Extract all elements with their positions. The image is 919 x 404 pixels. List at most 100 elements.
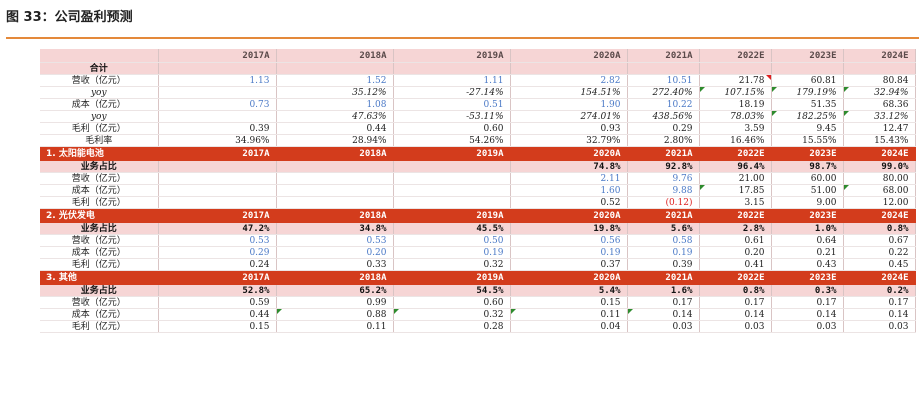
column-header: 2020A: [510, 270, 628, 285]
table-cell: 0.17: [699, 296, 772, 309]
table-cell: 9.76: [627, 172, 700, 185]
figure-title: 图 33：公司盈利预测: [6, 10, 133, 25]
table-row: 毛利（亿元） 0.15 0.11 0.28 0.04 0.03 0.03 0.03 0.03: [40, 320, 916, 333]
profit-forecast-table: 2017A 2018A 2019A 2020A 2021A 2022E 2023E 2024E…: [40, 49, 916, 333]
column-header: 2021A: [627, 49, 700, 63]
column-header: 2021A: [627, 146, 700, 161]
header-blank: [40, 49, 159, 63]
share-cell: 54.5%: [393, 284, 511, 297]
table-cell: 0.64: [771, 234, 844, 247]
table-cell: [276, 172, 394, 185]
table-cell: [393, 172, 511, 185]
table-row: 毛利（亿元） 0.52 (0.12) 3.15 9.00 12.00: [40, 196, 916, 209]
segment-title: 2. 光伏发电: [40, 208, 159, 223]
share-cell: 52.8%: [158, 284, 277, 297]
table-cell: 51.00: [771, 184, 844, 197]
table-cell: 0.03: [699, 320, 772, 333]
row-label: 成本（亿元）: [40, 98, 159, 111]
table-cell: 18.19: [699, 98, 772, 111]
share-label: 业务占比: [40, 160, 159, 173]
table-cell: 32.94%: [843, 86, 916, 99]
table-row: 成本（亿元） 0.73 1.08 0.51 1.90 10.22 18.19 51.35 68.…: [40, 98, 916, 111]
share-cell: 0.8%: [843, 222, 916, 235]
row-label: 成本（亿元）: [40, 246, 159, 259]
table-row: yoy 47.63% -53.11% 274.01% 438.56% 78.03% 182.…: [40, 110, 916, 123]
table-row: 2. 光伏发电 2017A 2018A 2019A 2020A 2021A 2022E 202…: [40, 208, 916, 223]
column-header: 2022E: [699, 146, 772, 161]
column-header: 2023E: [771, 208, 844, 223]
table-cell: 1.90: [510, 98, 628, 111]
table-cell: 47.63%: [276, 110, 394, 123]
row-label: yoy: [40, 86, 159, 99]
share-cell: 98.7%: [771, 160, 844, 173]
table-cell: 0.93: [510, 122, 628, 135]
row-label: 成本（亿元）: [40, 184, 159, 197]
table-cell: 0.51: [393, 98, 511, 111]
table-cell: 272.40%: [627, 86, 700, 99]
share-cell: 74.8%: [510, 160, 628, 173]
column-header: 2019A: [393, 270, 511, 285]
table-cell: 0.53: [276, 234, 394, 247]
table-row: yoy 35.12% -27.14% 154.51% 272.40% 107.15% 179…: [40, 86, 916, 99]
table-row: 2017A 2018A 2019A 2020A 2021A 2022E 2023E 2024E: [40, 49, 916, 63]
column-header: 2017A: [158, 146, 277, 161]
table-row: 1. 太阳能电池 2017A 2018A 2019A 2020A 2021A 2022E 20…: [40, 146, 916, 161]
share-cell: [276, 160, 394, 173]
share-cell: 45.5%: [393, 222, 511, 235]
table-cell: 80.84: [843, 74, 916, 87]
table-cell: 0.67: [843, 234, 916, 247]
table-cell: [158, 184, 277, 197]
table-cell: 10.22: [627, 98, 700, 111]
table-cell: 0.11: [510, 308, 628, 321]
table-cell: 15.55%: [771, 134, 844, 147]
share-cell: 5.4%: [510, 284, 628, 297]
column-header: 2021A: [627, 270, 700, 285]
table-cell: 0.99: [276, 296, 394, 309]
column-header: 2022E: [699, 270, 772, 285]
table-cell: 1.60: [510, 184, 628, 197]
table-cell: 78.03%: [699, 110, 772, 123]
table-row: 业务占比 74.8% 92.8% 96.4% 98.7% 99.0%: [40, 160, 916, 173]
column-header: 2022E: [699, 208, 772, 223]
table-cell: 28.94%: [276, 134, 394, 147]
column-header: 2023E: [771, 146, 844, 161]
table-cell: 2.82: [510, 74, 628, 87]
table-cell: 0.28: [393, 320, 511, 333]
section-blank: [699, 62, 772, 75]
table-cell: 0.61: [699, 234, 772, 247]
share-cell: 47.2%: [158, 222, 277, 235]
table-row: 营收（亿元） 0.53 0.53 0.50 0.56 0.58 0.61 0.64 0.67: [40, 234, 916, 247]
column-header: 2019A: [393, 146, 511, 161]
table-cell: 0.39: [627, 258, 700, 271]
table-cell: 0.04: [510, 320, 628, 333]
table-cell: 0.32: [393, 308, 511, 321]
table-cell: 35.12%: [276, 86, 394, 99]
table-cell: 34.96%: [158, 134, 277, 147]
table-cell: 9.88: [627, 184, 700, 197]
share-cell: 92.8%: [627, 160, 700, 173]
table-cell: 0.15: [510, 296, 628, 309]
share-cell: 65.2%: [276, 284, 394, 297]
table-cell: 0.44: [158, 308, 277, 321]
section-blank: [627, 62, 700, 75]
share-cell: 19.8%: [510, 222, 628, 235]
table-cell: 1.13: [158, 74, 277, 87]
table-cell: 0.14: [627, 308, 700, 321]
share-cell: 2.8%: [699, 222, 772, 235]
column-header: 2019A: [393, 49, 511, 63]
table-cell: 182.25%: [771, 110, 844, 123]
column-header: 2017A: [158, 270, 277, 285]
table-cell: 51.35: [771, 98, 844, 111]
table-cell: (0.12): [627, 196, 700, 209]
table-cell: 0.32: [393, 258, 511, 271]
section-blank: [393, 62, 511, 75]
table-cell: 0.03: [843, 320, 916, 333]
column-header: 2024E: [843, 146, 916, 161]
table-cell: 0.24: [158, 258, 277, 271]
table-cell: 0.50: [393, 234, 511, 247]
column-header: 2018A: [276, 270, 394, 285]
row-label: 毛利（亿元）: [40, 122, 159, 135]
table-cell: 1.52: [276, 74, 394, 87]
table-cell: 0.14: [699, 308, 772, 321]
table-row: 毛利（亿元） 0.24 0.33 0.32 0.37 0.39 0.41 0.43 0.45: [40, 258, 916, 271]
